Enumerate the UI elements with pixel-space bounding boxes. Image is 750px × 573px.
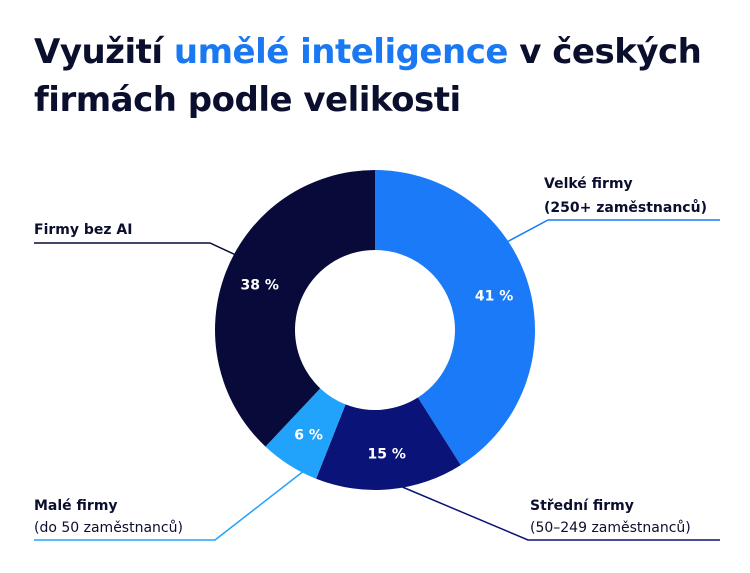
slice-none [215, 170, 375, 447]
leader-lines [34, 219, 720, 541]
slice-medium [316, 397, 461, 491]
label-medium-detail: (50–249 zaměstnanců) [530, 520, 691, 536]
percent-label-none: 38 % [241, 277, 279, 293]
label-medium-name: Střední firmy [530, 498, 634, 514]
percent-label-medium: 15 % [367, 446, 405, 462]
label-small-name: Malé firmy [34, 498, 118, 514]
leader-line-medium [399, 485, 720, 541]
leader-line-small [34, 469, 306, 541]
title-part-1: Využití [34, 32, 174, 72]
percent-label-small: 6 % [294, 428, 323, 444]
percent-labels: 41 % 15 % 6 % 38 % [241, 277, 514, 462]
label-large-detail: (250+ zaměstnanců) [544, 199, 707, 216]
chart-title: Využití umělé inteligence v českých firm… [34, 28, 734, 124]
leader-line-none [34, 242, 239, 257]
title-part-2: v českých firmách podle velikosti [34, 32, 702, 120]
slice-small [265, 388, 346, 479]
title-highlight: umělé inteligence [173, 32, 509, 72]
slice-large [375, 170, 535, 466]
label-small-detail: (do 50 zaměstnanců) [34, 520, 183, 536]
donut-slices [215, 170, 535, 491]
label-large-name: Velké firmy [544, 176, 633, 192]
percent-label-large: 41 % [475, 288, 513, 304]
leader-line-large [504, 219, 720, 244]
label-none-name: Firmy bez AI [34, 222, 132, 238]
